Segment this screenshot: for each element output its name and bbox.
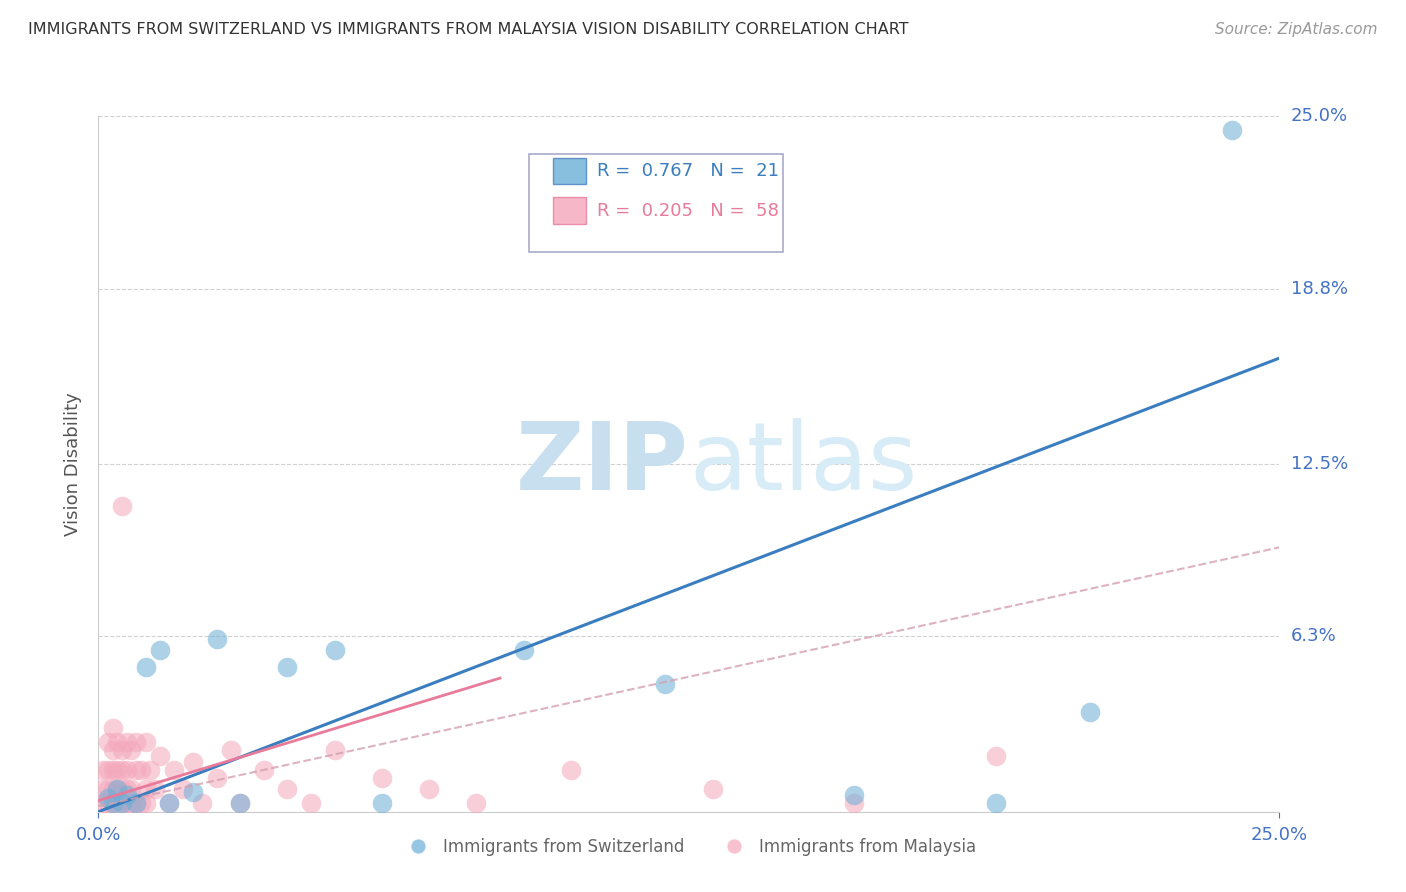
Point <box>111 797 134 811</box>
Text: atlas: atlas <box>689 417 917 510</box>
Point <box>253 763 276 777</box>
Point <box>135 782 157 797</box>
Point <box>135 797 157 811</box>
Point <box>844 797 866 811</box>
Point <box>654 676 676 690</box>
Point <box>91 782 114 797</box>
Point <box>91 763 114 777</box>
Point <box>105 782 128 797</box>
Point <box>219 743 242 757</box>
Text: 6.3%: 6.3% <box>1291 627 1336 646</box>
Text: R =  0.767   N =  21: R = 0.767 N = 21 <box>596 162 779 180</box>
Point <box>512 643 534 657</box>
Point <box>371 772 394 786</box>
Point <box>121 743 143 757</box>
Text: 12.5%: 12.5% <box>1291 455 1348 473</box>
Point <box>1220 123 1243 137</box>
Point <box>1080 705 1102 719</box>
Point <box>276 660 298 674</box>
Point <box>115 735 138 749</box>
Y-axis label: Vision Disability: Vision Disability <box>65 392 83 536</box>
Point <box>115 782 138 797</box>
Point <box>181 785 204 799</box>
Point <box>115 797 138 811</box>
Point <box>276 782 298 797</box>
Point <box>229 797 252 811</box>
Point <box>172 782 194 797</box>
Point <box>105 763 128 777</box>
Point <box>135 735 157 749</box>
Point <box>299 797 322 811</box>
FancyBboxPatch shape <box>553 197 586 224</box>
Point <box>105 797 128 811</box>
Point <box>111 782 134 797</box>
FancyBboxPatch shape <box>553 158 586 184</box>
Point <box>323 643 346 657</box>
Point <box>157 797 180 811</box>
Point <box>984 749 1007 764</box>
Point <box>101 721 124 735</box>
Point <box>139 763 162 777</box>
Point <box>149 749 172 764</box>
Point <box>121 782 143 797</box>
Point <box>229 797 252 811</box>
Point <box>560 763 582 777</box>
Point <box>105 735 128 749</box>
Point <box>163 763 186 777</box>
Point <box>97 797 120 811</box>
Point <box>205 632 228 647</box>
Point <box>111 743 134 757</box>
Text: 18.8%: 18.8% <box>1291 279 1347 298</box>
Point <box>105 782 128 797</box>
Text: IMMIGRANTS FROM SWITZERLAND VS IMMIGRANTS FROM MALAYSIA VISION DISABILITY CORREL: IMMIGRANTS FROM SWITZERLAND VS IMMIGRANT… <box>28 22 908 37</box>
Point <box>323 743 346 757</box>
Point <box>101 782 124 797</box>
Text: R =  0.205   N =  58: R = 0.205 N = 58 <box>596 202 779 219</box>
Point <box>205 772 228 786</box>
Point <box>97 790 120 805</box>
Point <box>111 763 134 777</box>
Point <box>101 797 124 811</box>
Point <box>101 797 124 811</box>
Point <box>101 743 124 757</box>
Point <box>97 735 120 749</box>
Point <box>125 763 148 777</box>
Point <box>91 797 114 811</box>
Point <box>129 797 152 811</box>
Text: ZIP: ZIP <box>516 417 689 510</box>
Point <box>97 782 120 797</box>
Point <box>844 788 866 802</box>
Point <box>125 735 148 749</box>
Point <box>97 763 120 777</box>
Point <box>143 782 166 797</box>
Point <box>115 788 138 802</box>
FancyBboxPatch shape <box>530 154 783 252</box>
Point <box>129 763 152 777</box>
Legend: Immigrants from Switzerland, Immigrants from Malaysia: Immigrants from Switzerland, Immigrants … <box>395 831 983 863</box>
Point <box>149 643 172 657</box>
Point <box>465 797 488 811</box>
Point <box>111 797 134 811</box>
Point <box>115 763 138 777</box>
Point <box>191 797 214 811</box>
Text: 25.0%: 25.0% <box>1291 107 1348 125</box>
Point <box>111 499 134 513</box>
Point <box>121 797 143 811</box>
Point <box>418 782 440 797</box>
Point <box>101 763 124 777</box>
Point <box>984 797 1007 811</box>
Point <box>371 797 394 811</box>
Point <box>181 755 204 769</box>
Point <box>135 660 157 674</box>
Point <box>125 797 148 811</box>
Point <box>157 797 180 811</box>
Text: Source: ZipAtlas.com: Source: ZipAtlas.com <box>1215 22 1378 37</box>
Point <box>702 782 724 797</box>
Point <box>125 797 148 811</box>
